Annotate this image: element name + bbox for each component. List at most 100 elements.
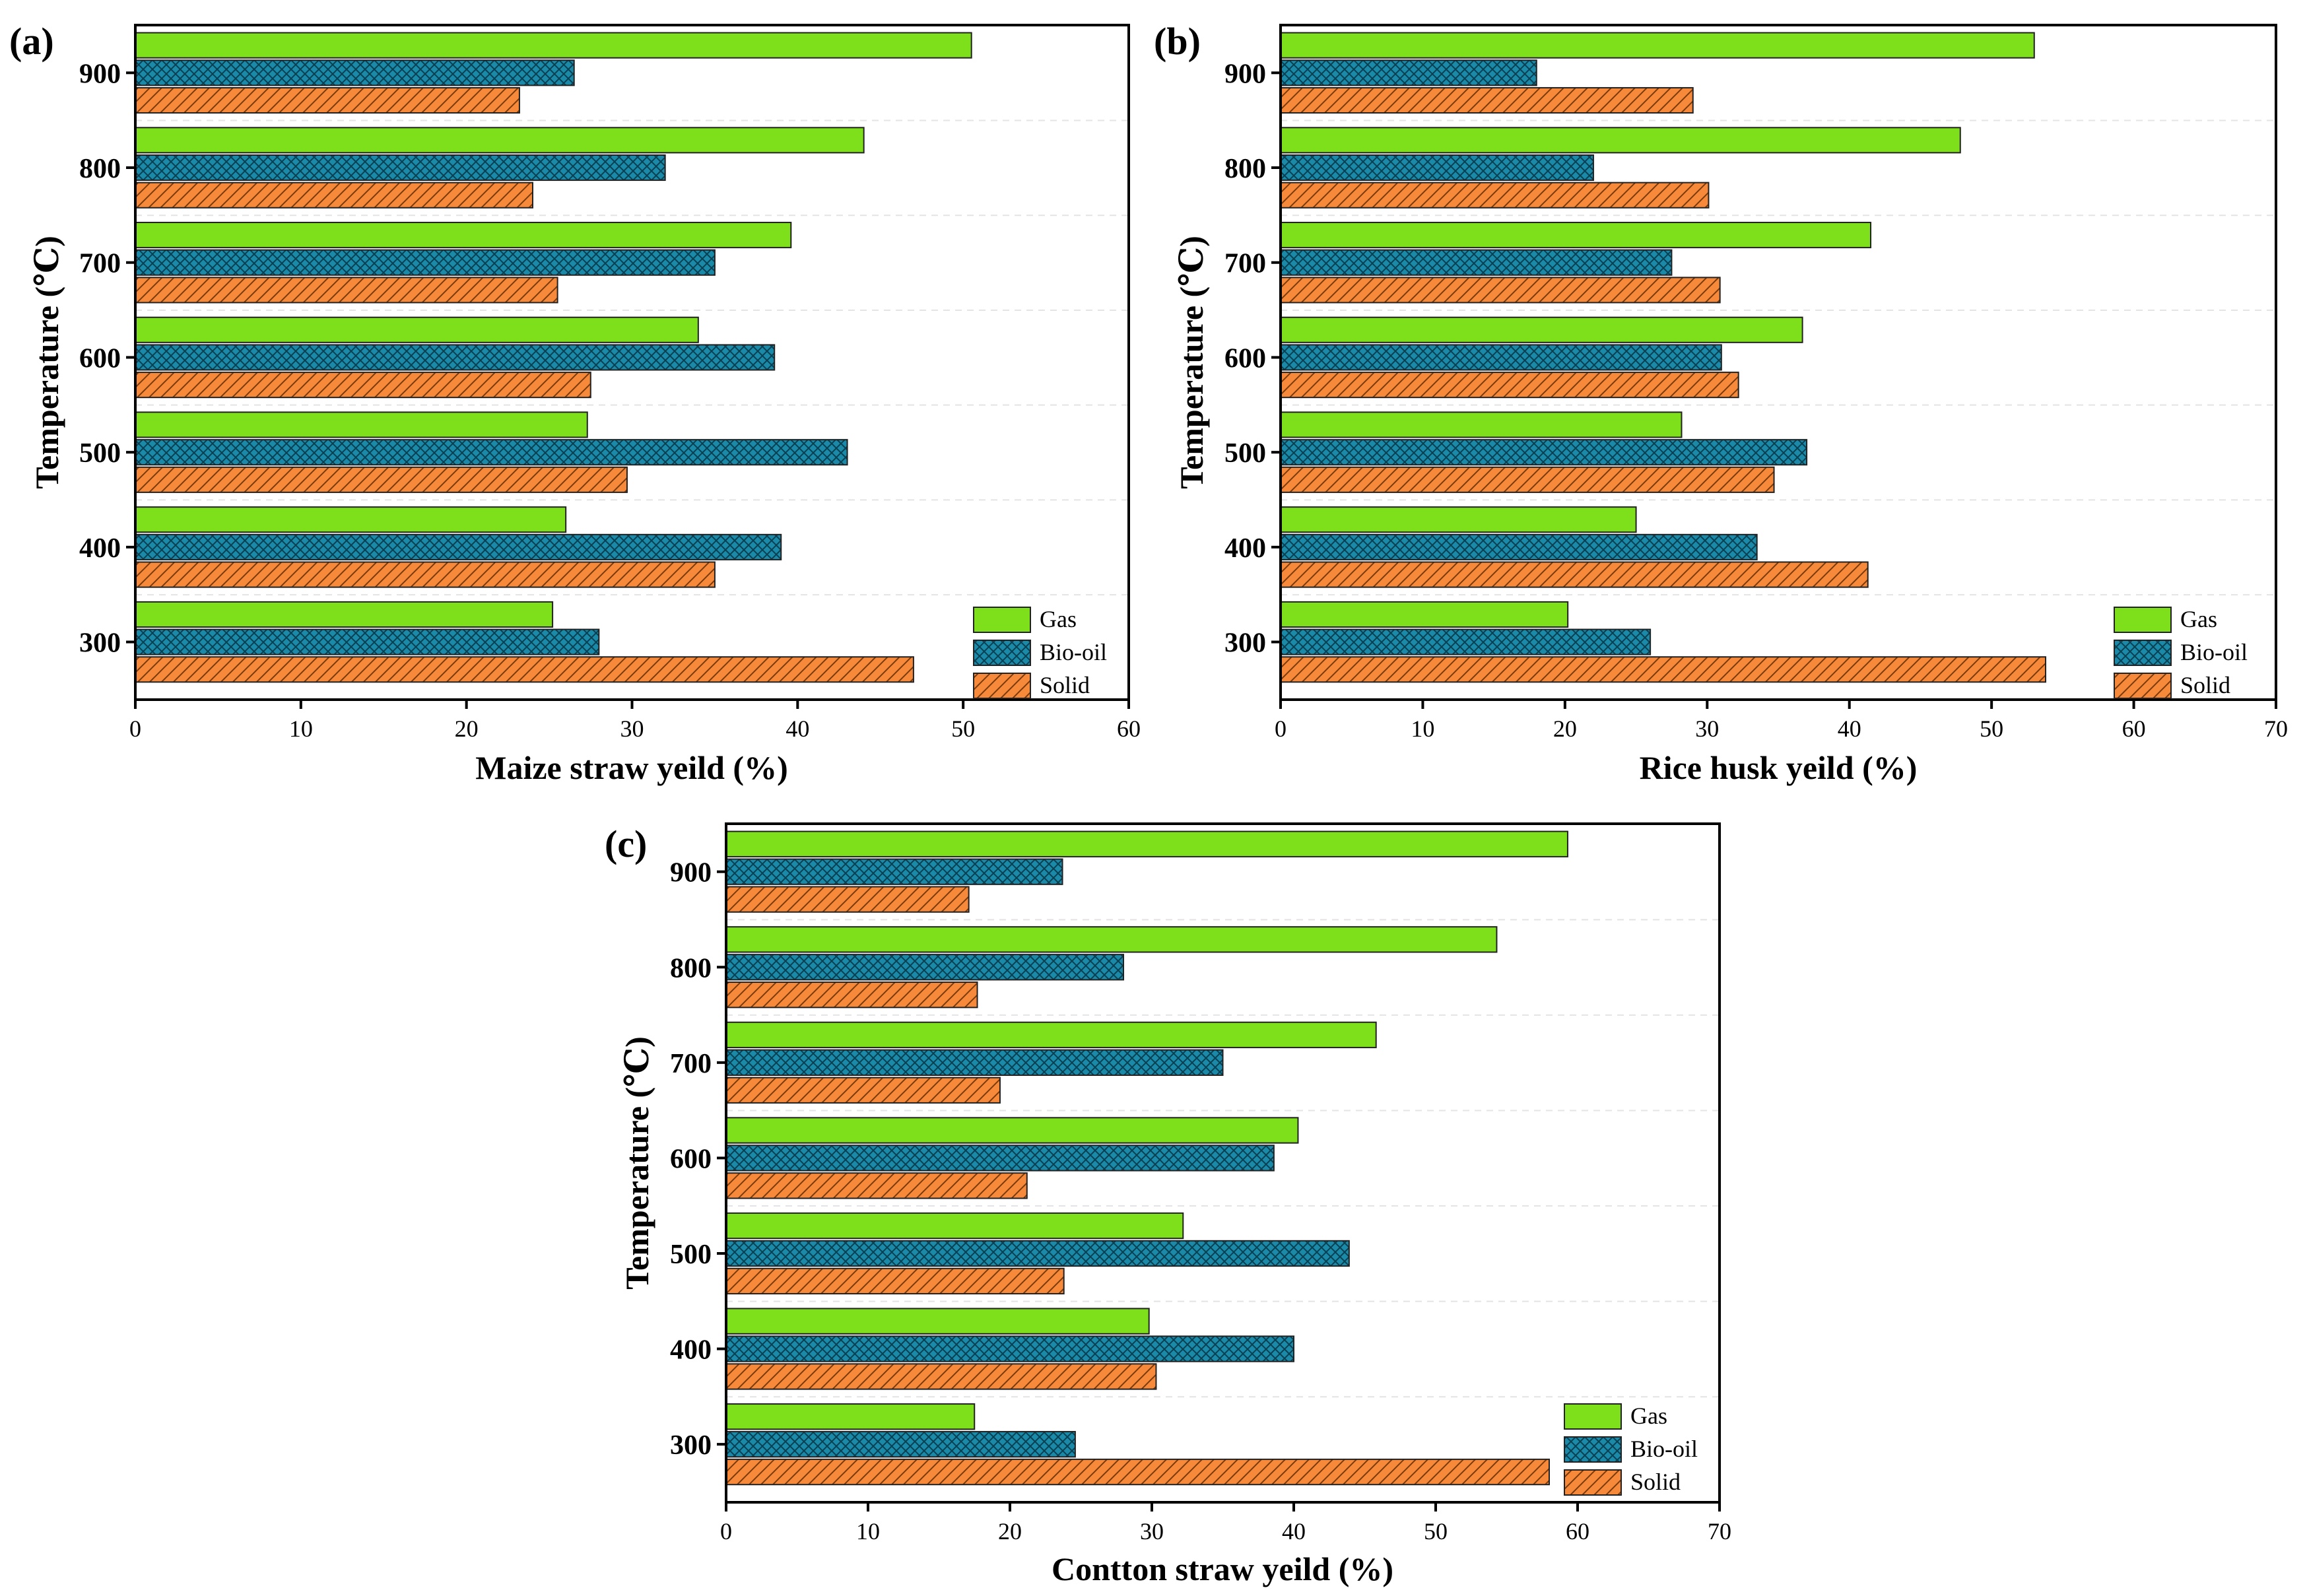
bar-gas-700 [1280, 222, 1872, 249]
panel-b-x-axis-label: Rice husk yeild (%) [1640, 749, 1918, 786]
bar-bio-oil-400 [135, 533, 782, 560]
bar-solid-500 [725, 1267, 1065, 1295]
x-tick-label-20: 20 [455, 715, 479, 742]
panel-b-rice-husk-chart: (b) 900 800 700 600 500 400 300 0 10 20 30 40 50 60 7… [1154, 20, 2288, 786]
bar-solid-600 [135, 372, 591, 399]
bar-gas-700 [725, 1021, 1377, 1049]
x-tick-label-50: 50 [1424, 1518, 1448, 1545]
bar-solid-700 [135, 277, 558, 304]
x-tick-label-50: 50 [1980, 715, 2003, 742]
x-tick-label-0: 0 [1275, 715, 1287, 742]
legend-label-gas: Gas [1040, 606, 1077, 632]
bar-bio-oil-400 [725, 1335, 1294, 1362]
bar-gas-800 [135, 127, 865, 154]
x-tick-label-70: 70 [1708, 1518, 1731, 1545]
bar-bio-oil-800 [1280, 154, 1594, 182]
legend-label-gas: Gas [2180, 606, 2217, 632]
bar-gas-300 [725, 1403, 976, 1430]
bar-solid-700 [1280, 277, 1721, 304]
legend-label-solid: Solid [1040, 672, 1090, 698]
panel-b-y-ticks: 900 800 700 600 500 400 300 [1224, 59, 1281, 659]
bar-solid-500 [135, 466, 628, 493]
bar-bio-oil-800 [135, 154, 666, 182]
y-tick-label-900: 900 [670, 858, 712, 888]
bar-bio-oil-300 [725, 1430, 1076, 1458]
bar-solid-600 [725, 1172, 1028, 1199]
legend-label-bio-oil: Bio-oil [2180, 639, 2248, 665]
bar-solid-700 [725, 1077, 1001, 1104]
panel-a-y-axis-label: Temperature (℃) [28, 236, 65, 488]
bar-bio-oil-900 [725, 858, 1063, 885]
y-tick-label-800: 800 [79, 154, 121, 184]
bar-bio-oil-600 [135, 344, 776, 371]
legend-swatch-gas [973, 607, 1031, 633]
bar-bio-oil-700 [1280, 249, 1673, 276]
x-tick-label-50: 50 [951, 715, 975, 742]
y-tick-label-300: 300 [670, 1430, 712, 1461]
y-tick-label-600: 600 [670, 1144, 712, 1174]
x-tick-label-40: 40 [1282, 1518, 1306, 1545]
legend-swatch-solid [973, 673, 1031, 699]
bar-bio-oil-700 [725, 1049, 1224, 1076]
y-tick-label-500: 500 [1224, 438, 1266, 469]
legend-label-bio-oil: Bio-oil [1040, 639, 1107, 665]
panel-c-plot-frame [725, 822, 1721, 1504]
panel-b-y-axis-label: Temperature (℃) [1173, 236, 1210, 488]
bar-solid-400 [725, 1363, 1157, 1390]
bar-gas-800 [725, 926, 1498, 953]
legend-label-solid: Solid [2180, 672, 2230, 698]
panel-b-label: (b) [1154, 20, 1201, 63]
legend-swatch-bio-oil [973, 640, 1031, 666]
x-tick-label-10: 10 [856, 1518, 880, 1545]
bar-solid-500 [1280, 466, 1775, 493]
panel-a-x-axis-label: Maize straw yeild (%) [475, 749, 787, 786]
bar-bio-oil-500 [135, 439, 848, 466]
bar-solid-900 [725, 886, 970, 913]
x-tick-label-60: 60 [1117, 715, 1141, 742]
panel-c-legend: Gas Bio-oil Solid [1564, 1403, 1698, 1496]
x-tick-label-30: 30 [1140, 1518, 1164, 1545]
bar-gas-700 [135, 222, 792, 249]
bar-gas-600 [135, 316, 699, 343]
y-tick-label-700: 700 [670, 1049, 712, 1079]
bar-gas-400 [1280, 506, 1637, 533]
y-tick-label-900: 900 [79, 59, 121, 89]
bar-bio-oil-600 [1280, 344, 1722, 371]
y-tick-label-300: 300 [1224, 628, 1266, 659]
x-tick-label-70: 70 [2264, 715, 2288, 742]
x-tick-label-0: 0 [129, 715, 141, 742]
x-tick-label-10: 10 [1411, 715, 1434, 742]
y-tick-label-800: 800 [1224, 154, 1266, 184]
y-tick-label-600: 600 [79, 343, 121, 374]
y-tick-label-900: 900 [1224, 59, 1266, 89]
bar-solid-300 [1280, 656, 2047, 683]
legend-swatch-solid [1564, 1469, 1622, 1496]
bar-gas-500 [725, 1212, 1184, 1240]
bar-gas-400 [135, 506, 567, 533]
bar-gas-400 [725, 1308, 1150, 1335]
bar-bio-oil-900 [135, 59, 575, 86]
y-tick-label-300: 300 [79, 628, 121, 659]
panel-b-legend: Gas Bio-oil Solid [2114, 606, 2248, 699]
bar-solid-800 [1280, 182, 1710, 209]
bar-gas-500 [135, 411, 588, 438]
x-tick-label-40: 40 [1838, 715, 1861, 742]
x-tick-label-60: 60 [2122, 715, 2146, 742]
bar-gas-800 [1280, 127, 1961, 154]
bar-bio-oil-300 [1280, 628, 1652, 655]
bar-bio-oil-600 [725, 1145, 1275, 1172]
panel-c-bars [725, 830, 1720, 1486]
panel-a-x-ticks: 0 10 20 30 40 50 60 [129, 700, 1141, 742]
bar-bio-oil-500 [1280, 439, 1808, 466]
x-tick-label-20: 20 [998, 1518, 1022, 1545]
bar-bio-oil-300 [135, 628, 600, 655]
bar-gas-500 [1280, 411, 1683, 438]
bar-bio-oil-900 [1280, 59, 1537, 86]
panel-a-y-ticks: 900 800 700 600 500 400 300 [79, 59, 135, 659]
bar-gas-900 [1280, 32, 2035, 59]
panel-c-x-ticks: 0 10 20 30 40 50 60 70 [720, 1502, 1731, 1545]
legend-swatch-solid [2114, 673, 2172, 699]
bar-gas-300 [1280, 601, 1569, 628]
